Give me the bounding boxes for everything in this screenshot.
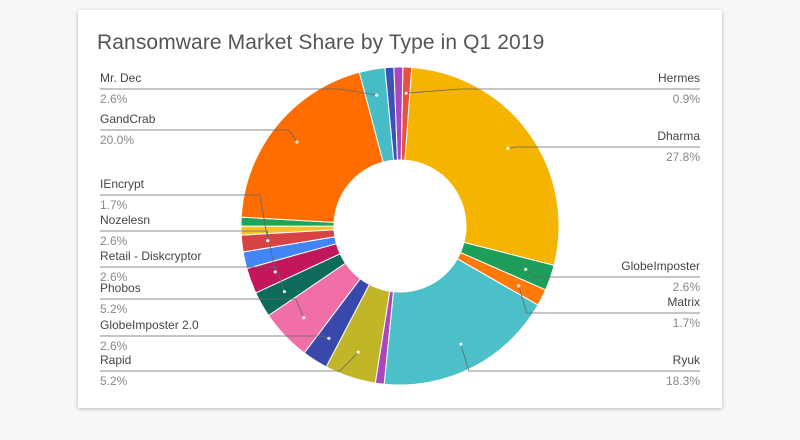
leader-line-iencrypt xyxy=(100,194,269,241)
leader-line-retail-diskcryptor xyxy=(100,266,285,292)
slice-label-iencrypt: IEncrypt xyxy=(100,177,145,191)
slice-value-nozelesn: 2.6% xyxy=(100,234,128,248)
leader-dot-gandcrab xyxy=(295,140,299,144)
slice-ryuk[interactable] xyxy=(383,258,539,386)
slice-unlabeled-18[interactable] xyxy=(393,66,404,161)
slice-value-iencrypt: 1.7% xyxy=(100,198,128,212)
slice-value-phobos: 5.2% xyxy=(100,302,128,316)
slice-dharma[interactable] xyxy=(404,66,560,267)
slice-value-ryuk: 18.3% xyxy=(666,374,700,388)
leader-dot-ryuk xyxy=(459,342,463,346)
leader-line-phobos xyxy=(100,298,305,318)
leader-line-gandcrab xyxy=(100,129,298,143)
slice-value-globeimposter: 2.6% xyxy=(673,280,701,294)
leader-dot-retail-diskcryptor xyxy=(282,290,286,294)
slice-label-retail-diskcryptor: Retail - Diskcryptor xyxy=(100,249,201,263)
slice-value-retail-diskcryptor: 2.6% xyxy=(100,270,128,284)
slice-value-globeimposter-2-0: 2.6% xyxy=(100,339,128,353)
leader-line-globeimposter xyxy=(525,269,700,278)
leader-dot-phobos xyxy=(302,316,306,320)
slice-label-globeimposter-2-0: GlobeImposter 2.0 xyxy=(100,318,199,332)
leader-dot-mr-dec xyxy=(375,93,379,97)
leader-line-nozelesn xyxy=(100,230,276,273)
slice-label-matrix: Matrix xyxy=(667,295,700,309)
leader-line-globeimposter-2-0 xyxy=(100,335,329,339)
leader-dot-iencrypt xyxy=(266,239,270,243)
leader-dot-globeimposter-2-0 xyxy=(327,336,331,340)
slice-value-matrix: 1.7% xyxy=(673,316,701,330)
leader-line-dharma xyxy=(507,146,700,149)
slice-label-mr-dec: Mr. Dec xyxy=(100,71,141,85)
slice-label-dharma: Dharma xyxy=(657,129,700,143)
leader-line-ryuk xyxy=(460,344,700,372)
slice-value-gandcrab: 20.0% xyxy=(100,133,134,147)
leader-line-matrix xyxy=(518,285,700,314)
leader-dot-nozelesn xyxy=(273,270,277,274)
leader-line-mr-dec xyxy=(100,88,377,96)
slice-label-gandcrab: GandCrab xyxy=(100,112,156,126)
slice-value-mr-dec: 2.6% xyxy=(100,92,128,106)
leader-dot-dharma xyxy=(506,146,510,151)
slice-label-globeimposter: GlobeImposter xyxy=(621,259,700,273)
slice-label-rapid: Rapid xyxy=(100,353,131,367)
slice-label-hermes: Hermes xyxy=(658,71,700,85)
slice-value-hermes: 0.9% xyxy=(673,92,701,106)
slice-value-dharma: 27.8% xyxy=(666,150,700,164)
slice-label-phobos: Phobos xyxy=(100,281,141,295)
slice-value-rapid: 5.2% xyxy=(100,374,128,388)
slice-label-nozelesn: Nozelesn xyxy=(100,213,150,227)
leader-dot-rapid xyxy=(356,350,360,354)
leader-dot-hermes xyxy=(404,91,408,95)
leader-line-hermes xyxy=(406,88,700,94)
chart-title: Ransomware Market Share by Type in Q1 20… xyxy=(97,31,545,54)
slice-label-ryuk: Ryuk xyxy=(673,353,701,367)
leader-dot-globeimposter xyxy=(524,267,528,271)
slice-gandcrab[interactable] xyxy=(240,71,384,223)
leader-dot-matrix xyxy=(517,284,521,288)
leader-line-rapid xyxy=(100,351,359,372)
